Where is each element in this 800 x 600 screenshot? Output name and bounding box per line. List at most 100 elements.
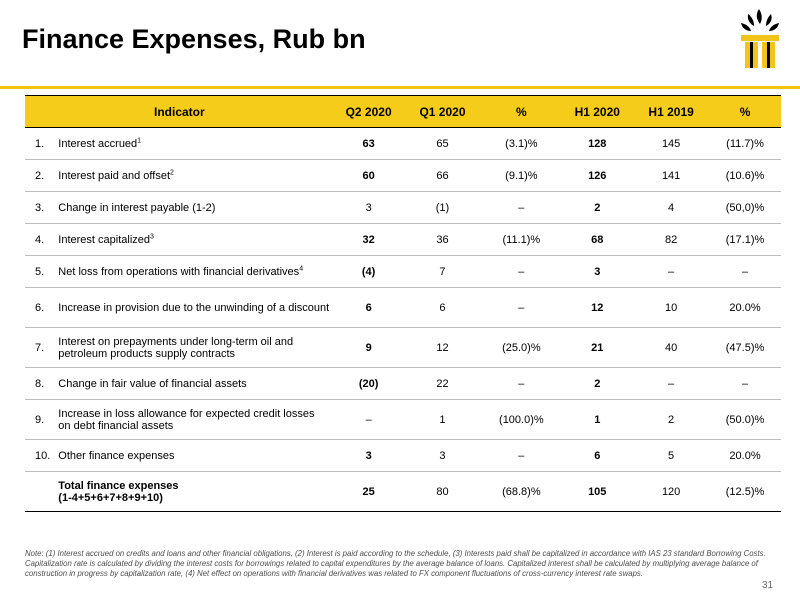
header-indicator: Indicator <box>25 95 334 128</box>
table-row: 10. Other finance expenses 3 3 – 6 5 20.… <box>25 439 781 472</box>
cell-q1-2020: 36 <box>403 223 482 256</box>
cell-q1-2020: 66 <box>403 159 482 192</box>
row-label: Interest capitalized3 <box>54 223 334 256</box>
cell-pct-half: – <box>709 255 781 288</box>
row-label: Interest on prepayments under long-term … <box>54 327 334 368</box>
cell-h1-2019: 40 <box>633 327 710 368</box>
row-label: Increase in loss allowance for expected … <box>54 399 334 440</box>
total-row: Total finance expenses (1-4+5+6+7+8+9+10… <box>25 471 781 512</box>
cell-q2-2020: 6 <box>333 287 404 328</box>
cell-h1-2020: 105 <box>561 471 634 512</box>
cell-q1-2020: 80 <box>403 471 482 512</box>
cell-q1-2020: 65 <box>403 127 482 160</box>
cell-h1-2020: 12 <box>561 287 634 328</box>
cell-pct-half: (17.1)% <box>709 223 781 256</box>
total-label: Total finance expenses (1-4+5+6+7+8+9+10… <box>54 471 334 512</box>
cell-pct-half: (10.6)% <box>709 159 781 192</box>
table-row: 2. Interest paid and offset2 60 66 (9.1)… <box>25 159 781 192</box>
table-row: 4. Interest capitalized3 32 36 (11.1)% 6… <box>25 223 781 256</box>
row-number: 2. <box>25 159 55 192</box>
cell-pct-quarter: (68.8)% <box>481 471 562 512</box>
row-number: 1. <box>25 127 55 160</box>
cell-q2-2020: 63 <box>333 127 404 160</box>
row-number: 8. <box>25 367 55 400</box>
row-label: Increase in provision due to the unwindi… <box>54 287 334 328</box>
cell-h1-2019: – <box>633 367 710 400</box>
row-number: 9. <box>25 399 55 440</box>
page-number: 31 <box>762 580 774 591</box>
cell-h1-2019: 2 <box>633 399 710 440</box>
cell-pct-half: (11.7)% <box>709 127 781 160</box>
cell-q1-2020: (1) <box>403 191 482 224</box>
cell-q2-2020: – <box>333 399 404 440</box>
table-row: 6. Increase in provision due to the unwi… <box>25 287 781 328</box>
cell-pct-half: (47.5)% <box>709 327 781 368</box>
cell-pct-quarter: (3.1)% <box>481 127 562 160</box>
cell-pct-quarter: – <box>481 191 562 224</box>
header-q1-2020: Q1 2020 <box>403 95 482 128</box>
row-number: 3. <box>25 191 55 224</box>
cell-pct-half: 20.0% <box>709 439 781 472</box>
rosneft-logo-icon <box>741 9 779 68</box>
row-label: Net loss from operations with financial … <box>54 255 334 288</box>
cell-pct-quarter: (25.0)% <box>481 327 562 368</box>
cell-q2-2020: (20) <box>333 367 404 400</box>
cell-pct-half: 20.0% <box>709 287 781 328</box>
cell-h1-2020: 6 <box>561 439 634 472</box>
cell-pct-quarter: – <box>481 255 562 288</box>
row-label: Interest paid and offset2 <box>54 159 334 192</box>
cell-q2-2020: 9 <box>333 327 404 368</box>
title-divider <box>0 86 800 89</box>
cell-q2-2020: 32 <box>333 223 404 256</box>
cell-h1-2020: 128 <box>561 127 634 160</box>
cell-pct-quarter: (9.1)% <box>481 159 562 192</box>
row-number: 5. <box>25 255 55 288</box>
cell-q1-2020: 12 <box>403 327 482 368</box>
table-row: 3. Change in interest payable (1-2) 3 (1… <box>25 191 781 224</box>
cell-h1-2020: 68 <box>561 223 634 256</box>
row-number: 6. <box>25 287 55 328</box>
cell-q1-2020: 3 <box>403 439 482 472</box>
table-row: 7. Interest on prepayments under long-te… <box>25 327 781 368</box>
cell-h1-2019: 4 <box>633 191 710 224</box>
cell-h1-2020: 126 <box>561 159 634 192</box>
cell-q2-2020: (4) <box>333 255 404 288</box>
cell-h1-2020: 3 <box>561 255 634 288</box>
cell-pct-quarter: – <box>481 439 562 472</box>
cell-q2-2020: 25 <box>333 471 404 512</box>
cell-h1-2020: 21 <box>561 327 634 368</box>
cell-h1-2020: 1 <box>561 399 634 440</box>
cell-pct-half: (50,0)% <box>709 191 781 224</box>
footnote-text: Note: (1) Interest accrued on credits an… <box>25 549 766 578</box>
footnote-ref: 4 <box>299 264 304 272</box>
footnote-ref: 2 <box>170 168 174 176</box>
cell-q2-2020: 3 <box>333 191 404 224</box>
header-pct-half: % <box>709 95 781 128</box>
cell-pct-quarter: (11.1)% <box>481 223 562 256</box>
cell-h1-2019: 120 <box>633 471 710 512</box>
cell-q1-2020: 6 <box>403 287 482 328</box>
page-title: Finance Expenses, Rub bn <box>22 24 366 54</box>
cell-pct-quarter: (100.0)% <box>481 399 562 440</box>
table-row: 8. Change in fair value of financial ass… <box>25 367 781 400</box>
row-label: Other finance expenses <box>54 439 334 472</box>
header-h1-2019: H1 2019 <box>633 95 710 128</box>
row-number: 4. <box>25 223 55 256</box>
row-number: 10. <box>25 439 55 472</box>
cell-q1-2020: 7 <box>403 255 482 288</box>
table-row: 9. Increase in loss allowance for expect… <box>25 399 781 440</box>
cell-pct-quarter: – <box>481 287 562 328</box>
header-h1-2020: H1 2020 <box>561 95 634 128</box>
row-label: Interest accrued1 <box>54 127 334 160</box>
row-label: Change in interest payable (1-2) <box>54 191 334 224</box>
cell-h1-2019: 10 <box>633 287 710 328</box>
cell-q2-2020: 60 <box>333 159 404 192</box>
cell-pct-quarter: – <box>481 367 562 400</box>
header-q2-2020: Q2 2020 <box>333 95 404 128</box>
cell-h1-2019: 5 <box>633 439 710 472</box>
cell-h1-2019: 141 <box>633 159 710 192</box>
cell-pct-half: (12.5)% <box>709 471 781 512</box>
cell-h1-2019: – <box>633 255 710 288</box>
footnote-ref: 3 <box>150 232 154 240</box>
cell-h1-2020: 2 <box>561 367 634 400</box>
